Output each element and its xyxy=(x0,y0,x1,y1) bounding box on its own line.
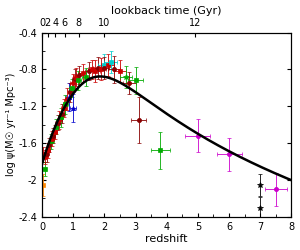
X-axis label: lookback time (Gyr): lookback time (Gyr) xyxy=(112,6,222,16)
X-axis label: redshift: redshift xyxy=(146,234,188,244)
Y-axis label: log ψ(M☉ yr⁻¹ Mpc⁻³): log ψ(M☉ yr⁻¹ Mpc⁻³) xyxy=(6,73,16,176)
